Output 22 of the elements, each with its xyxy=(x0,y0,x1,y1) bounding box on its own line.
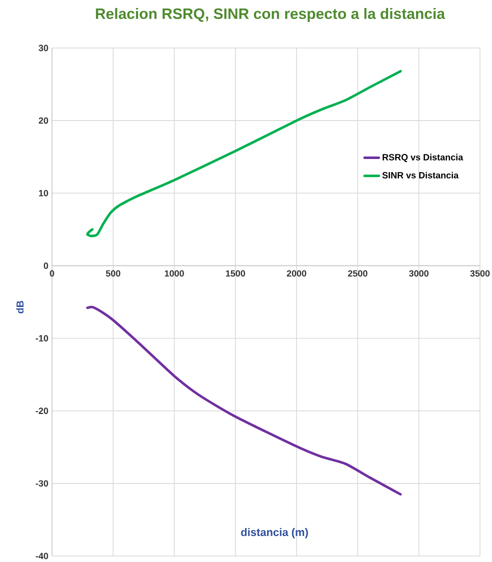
y-tick-label: -20 xyxy=(36,408,48,414)
x-tick-label: 2000 xyxy=(286,270,306,277)
y-tick-label: 20 xyxy=(38,117,48,124)
legend-label: RSRQ vs Distancia xyxy=(382,154,464,162)
x-tick-label: 3500 xyxy=(470,270,490,277)
y-axis-title: dB xyxy=(16,300,24,314)
x-axis-title: distancia (m) xyxy=(241,528,308,538)
y-tick-label: -30 xyxy=(36,480,48,487)
x-tick-label: 500 xyxy=(106,270,120,277)
y-tick-label: -40 xyxy=(36,552,48,560)
y-tick-label: 30 xyxy=(38,44,48,52)
x-tick-label: 0 xyxy=(50,270,54,277)
x-tick-label: 1000 xyxy=(164,270,184,277)
x-tick-label: 2500 xyxy=(348,270,368,277)
x-tick-label: 1500 xyxy=(226,270,246,277)
x-tick-label: 3000 xyxy=(409,270,428,277)
legend-label: SINR vs Distancia xyxy=(382,172,459,178)
chart-title: Relacion RSRQ, SINR con respecto a la distancia xyxy=(96,8,446,22)
y-tick-label: 0 xyxy=(44,262,48,269)
line-series xyxy=(86,306,402,496)
y-tick-label: -10 xyxy=(36,335,48,342)
y-tick-label: 10 xyxy=(39,190,48,196)
